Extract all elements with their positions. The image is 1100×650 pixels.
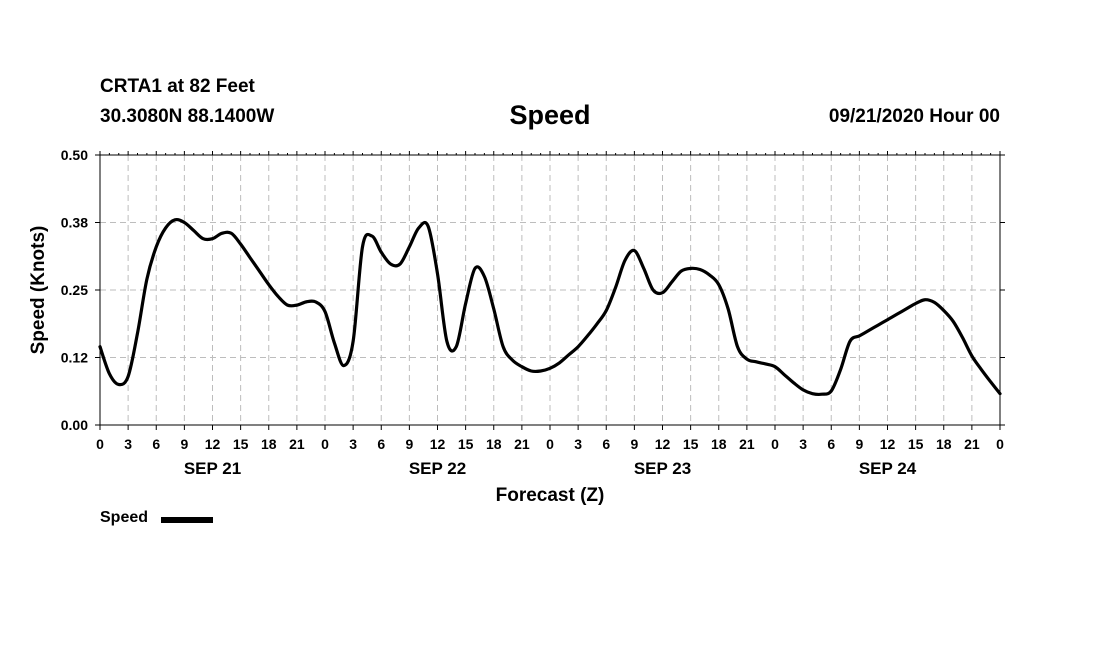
y-tick-label: 0.12	[61, 350, 88, 366]
x-tick-label: 12	[880, 436, 896, 452]
chart-title: Speed	[509, 100, 591, 130]
plot-frame	[99, 154, 1001, 426]
x-tick-label: 9	[855, 436, 863, 452]
x-tick-label: 3	[574, 436, 582, 452]
day-label: SEP 22	[409, 459, 466, 478]
speed-series-line	[98, 217, 1002, 397]
day-label: SEP 23	[634, 459, 691, 478]
x-tick-label: 18	[711, 436, 727, 452]
x-tick-label: 18	[261, 436, 277, 452]
x-axis-label: Forecast (Z)	[496, 485, 605, 506]
forecast-datetime: 09/21/2020 Hour 00	[828, 106, 1000, 127]
x-tick-label: 3	[349, 436, 357, 452]
x-tick-label: 0	[996, 436, 1004, 452]
y-tick-label: 0.00	[61, 417, 88, 433]
x-tick-label: 9	[630, 436, 638, 452]
x-tick-label: 0	[771, 436, 779, 452]
coordinates-label: 30.3080N 88.1400W	[100, 106, 275, 127]
x-tick-label: 15	[908, 436, 924, 452]
station-label: CRTA1 at 82 Feet	[100, 76, 255, 97]
x-tick-label: 6	[152, 436, 160, 452]
y-tick-label: 0.38	[61, 215, 88, 231]
x-tick-label: 0	[321, 436, 329, 452]
grid	[100, 155, 1000, 425]
x-tick-label: 3	[799, 436, 807, 452]
legend-swatch	[161, 517, 213, 523]
axis-labels: 0 3 6 9 12 15 18 21 0 3 6 9 12 15 18 21 0 3 6 9 12 15 18 21 0 3 6 9…	[61, 147, 1004, 478]
x-tick-label: 21	[514, 436, 530, 452]
day-label: SEP 24	[859, 459, 917, 478]
day-label: SEP 21	[184, 459, 241, 478]
x-tick-label: 0	[546, 436, 554, 452]
x-tick-label: 21	[964, 436, 980, 452]
x-tick-label: 6	[827, 436, 835, 452]
x-tick-label: 12	[205, 436, 221, 452]
x-tick-label: 9	[405, 436, 413, 452]
x-tick-label: 15	[458, 436, 474, 452]
x-tick-label: 12	[655, 436, 671, 452]
x-tick-label: 18	[936, 436, 952, 452]
x-tick-label: 18	[486, 436, 502, 452]
x-tick-label: 6	[377, 436, 385, 452]
x-tick-label: 21	[289, 436, 305, 452]
y-tick-label: 0.50	[61, 147, 88, 163]
x-tick-label: 3	[124, 436, 132, 452]
x-tick-label: 6	[602, 436, 610, 452]
y-tick-label: 0.25	[61, 282, 88, 298]
legend-label: Speed	[100, 509, 149, 526]
x-tick-label: 21	[739, 436, 755, 452]
x-tick-label: 12	[430, 436, 446, 452]
x-tick-label: 0	[96, 436, 104, 452]
x-tick-label: 15	[233, 436, 249, 452]
x-tick-label: 15	[683, 436, 699, 452]
y-axis-label: Speed (Knots)	[28, 226, 49, 355]
x-tick-label: 9	[180, 436, 188, 452]
